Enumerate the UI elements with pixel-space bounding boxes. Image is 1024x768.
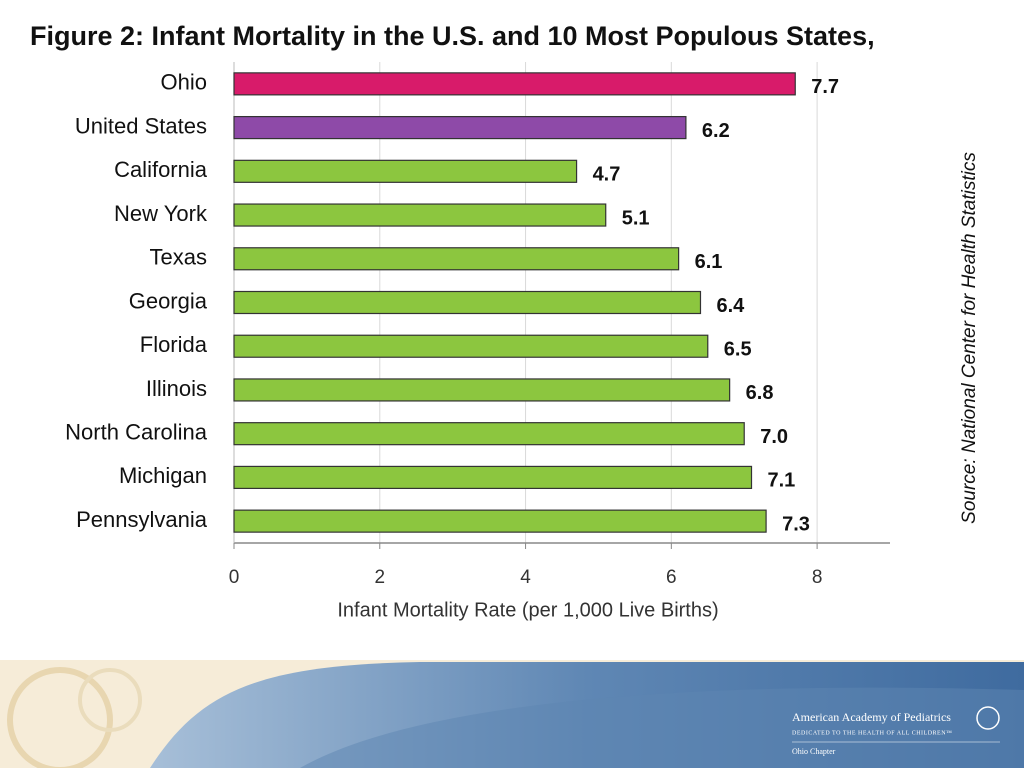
y-tick-label: United States [75, 113, 207, 138]
x-tick-label: 0 [229, 567, 240, 588]
y-tick-label: New York [114, 201, 208, 226]
y-tick-label: California [114, 157, 208, 182]
y-tick-label: Texas [150, 245, 207, 270]
y-tick-label: Michigan [119, 463, 207, 488]
bar [233, 203, 607, 227]
x-tick-label: 8 [812, 567, 823, 588]
y-tick-label: Ohio [161, 70, 207, 95]
value-label: 7.3 [782, 513, 810, 535]
chart-title: Figure 2: Infant Mortality in the U.S. a… [30, 21, 875, 51]
value-label: 6.1 [695, 251, 723, 273]
value-label: 7.1 [768, 470, 796, 492]
value-label: 6.8 [746, 382, 774, 404]
footer-band [0, 660, 1024, 768]
value-label: 7.7 [811, 76, 839, 98]
bar [233, 72, 796, 96]
value-label: 4.7 [593, 164, 621, 186]
x-tick-label: 6 [666, 567, 677, 588]
bar [233, 509, 767, 533]
footer-chapter: Ohio Chapter [792, 747, 836, 756]
y-tick-label: Illinois [146, 376, 207, 401]
footer-tagline: DEDICATED TO THE HEALTH OF ALL CHILDREN™ [792, 730, 952, 736]
bar [233, 115, 687, 140]
value-label: 5.1 [622, 207, 650, 229]
y-tick-label: Florida [140, 332, 208, 357]
x-tick-label: 2 [374, 567, 385, 588]
bar [233, 465, 753, 490]
footer-organization: American Academy of Pediatrics [792, 710, 951, 724]
value-label: 6.4 [716, 295, 745, 317]
y-tick-label: Georgia [129, 288, 208, 313]
x-tick-label: 4 [520, 567, 531, 588]
bar [233, 334, 709, 358]
value-label: 6.5 [724, 339, 752, 361]
y-tick-label: Pennsylvania [76, 507, 208, 532]
source-note: Source: National Center for Health Stati… [959, 152, 980, 524]
bar [233, 247, 680, 271]
bar [233, 159, 578, 183]
bar [233, 378, 731, 402]
bar [233, 422, 745, 446]
value-label: 7.0 [760, 426, 788, 448]
x-axis-label: Infant Mortality Rate (per 1,000 Live Bi… [337, 599, 718, 621]
y-tick-label: North Carolina [65, 419, 208, 444]
bar [233, 290, 702, 315]
value-label: 6.2 [702, 120, 730, 142]
